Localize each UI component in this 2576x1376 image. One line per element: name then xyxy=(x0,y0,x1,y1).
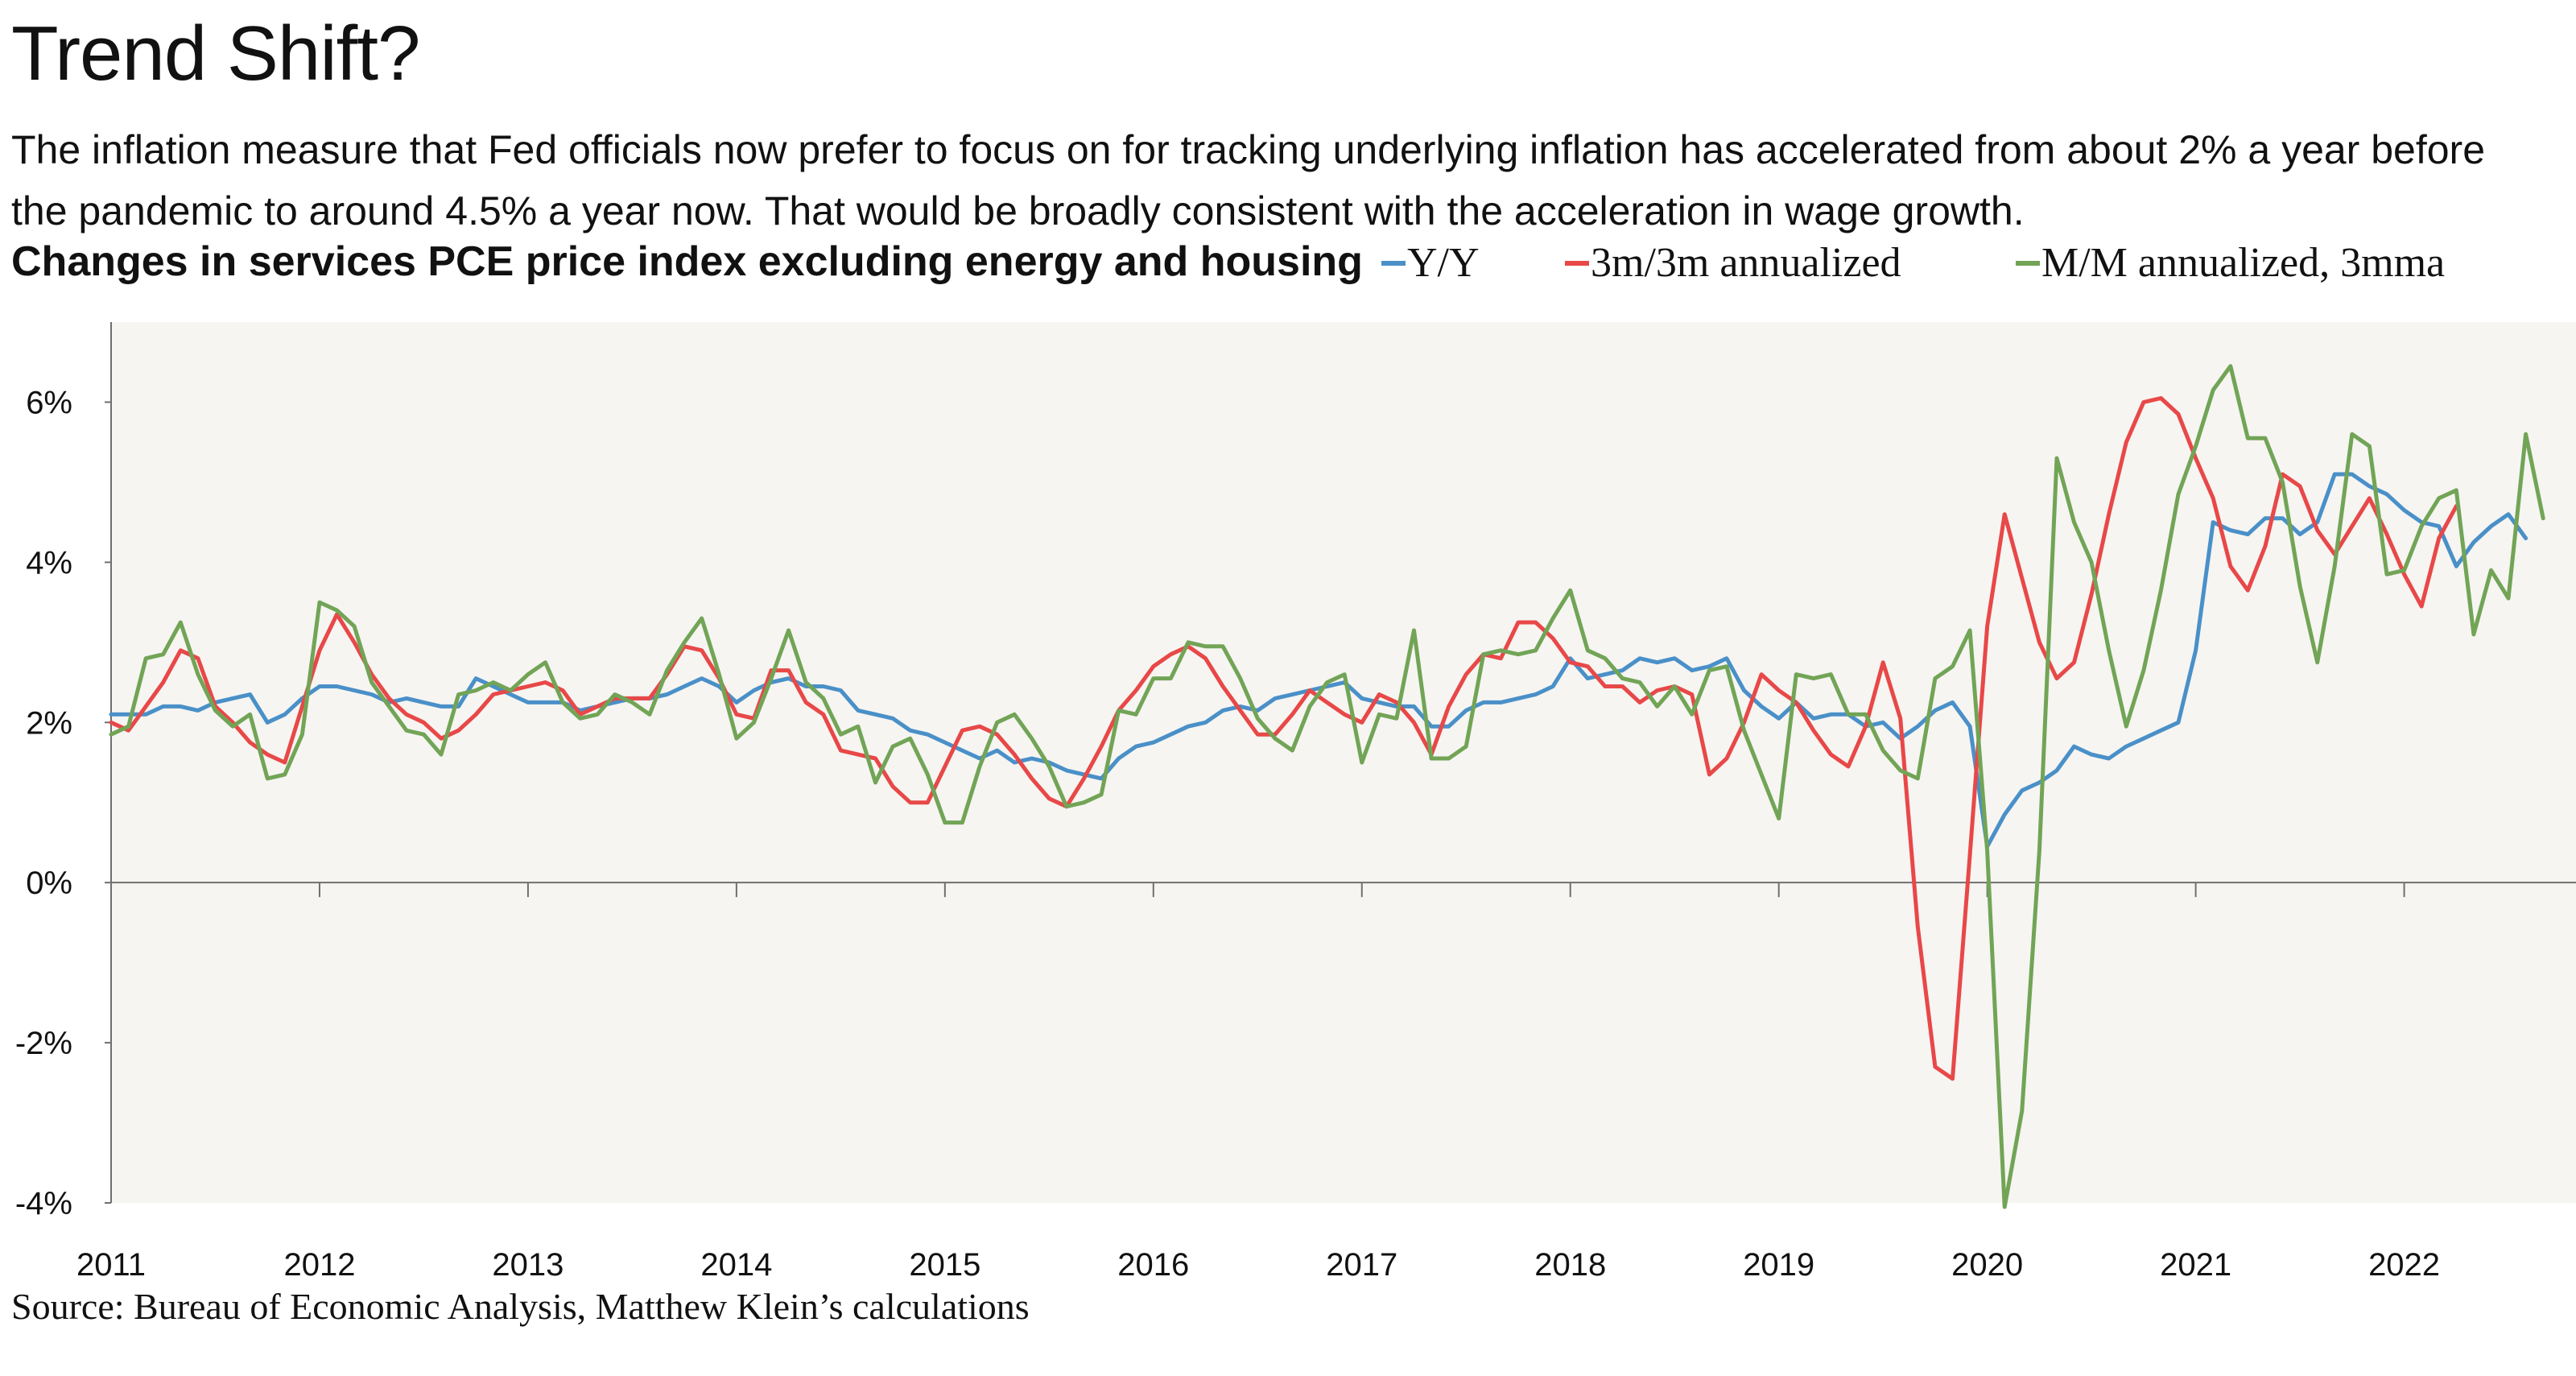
x-tick-label: 2022 xyxy=(2368,1247,2440,1283)
y-tick-label: -4% xyxy=(15,1186,72,1221)
legend-label-q3: 3m/3m annualized xyxy=(1591,240,1901,286)
legend-item-yy: Y/Y xyxy=(1381,239,1480,287)
source-note: Source: Bureau of Economic Analysis, Mat… xyxy=(11,1286,1030,1327)
y-tick-label: 0% xyxy=(26,866,72,901)
x-tick-label: 2014 xyxy=(700,1247,772,1283)
page-subtitle: The inflation measure that Fed officials… xyxy=(11,127,2485,233)
legend-item-q3: 3m/3m annualized xyxy=(1565,239,1901,287)
x-tick-label: 2013 xyxy=(492,1247,564,1283)
legend-label-mm: M/M annualized, 3mma xyxy=(2041,240,2446,286)
chart-heading: Changes in services PCE price index excl… xyxy=(11,238,1363,285)
legend-swatch-mm xyxy=(2016,260,2040,266)
x-tick-label: 2012 xyxy=(283,1247,355,1283)
y-tick-label: 6% xyxy=(26,385,72,420)
legend-item-mm: M/M annualized, 3mma xyxy=(2016,239,2445,287)
x-tick-label: 2019 xyxy=(1743,1247,1814,1283)
legend-swatch-yy xyxy=(1381,260,1406,266)
legend-swatch-q3 xyxy=(1565,260,1589,266)
y-tick-label: 4% xyxy=(26,545,72,581)
series-line-3m3m xyxy=(109,396,2458,1081)
series-line-yy xyxy=(109,472,2529,849)
x-tick-label: 2015 xyxy=(909,1247,980,1283)
y-tick-label: -2% xyxy=(15,1026,72,1061)
legend-label-yy: Y/Y xyxy=(1407,240,1480,286)
x-tick-label: 2017 xyxy=(1326,1247,1397,1283)
page-title: Trend Shift? xyxy=(11,10,420,97)
x-tick-label: 2018 xyxy=(1534,1247,1606,1283)
x-tick-label: 2016 xyxy=(1117,1247,1189,1283)
y-tick-label: 2% xyxy=(26,705,72,741)
plot-background xyxy=(111,322,2576,1203)
x-tick-label: 2021 xyxy=(2160,1247,2231,1283)
series-line-mm xyxy=(109,364,2545,1209)
x-tick-label: 2011 xyxy=(76,1247,146,1283)
x-tick-label: 2020 xyxy=(1951,1247,2023,1283)
